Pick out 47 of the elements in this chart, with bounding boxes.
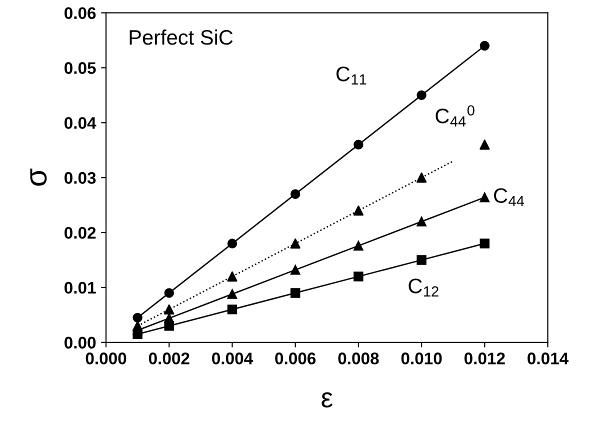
- point: [132, 312, 142, 323]
- y-tick-label: 0.00: [64, 336, 96, 349]
- y-axis-title: σ: [30, 168, 47, 186]
- y-tick-label: 0.06: [64, 7, 96, 20]
- point: [416, 216, 426, 226]
- x-tick-label: 0.014: [528, 352, 569, 364]
- point: [227, 304, 238, 314]
- point: [132, 320, 143, 332]
- point: [227, 289, 238, 299]
- point: [227, 271, 238, 282]
- point: [480, 140, 490, 150]
- series-label: C$_{12}$: [408, 278, 438, 296]
- point: [290, 265, 300, 275]
- point: [416, 255, 426, 265]
- point: [164, 288, 174, 298]
- y-tick-label: 0.02: [64, 226, 96, 239]
- point: [354, 240, 364, 251]
- y-tick-label: 0.03: [64, 172, 96, 184]
- annotation: Perfect SiC: [130, 29, 233, 45]
- x-tick-label: 0.002: [148, 352, 190, 364]
- point: [164, 321, 174, 331]
- x-tick-label: 0.012: [464, 352, 505, 364]
- point: [480, 40, 490, 51]
- point: [290, 238, 300, 249]
- point: [416, 90, 426, 100]
- x-axis-title: ε: [322, 392, 333, 408]
- point: [354, 140, 364, 150]
- x-tick-label: 0.008: [338, 352, 379, 364]
- series-label: C$_{44}$: [494, 188, 524, 206]
- x-tick-label: 0.010: [401, 352, 442, 364]
- x-tick-label: 0.000: [86, 352, 126, 364]
- series-label: C$_{44}$$^{0}$: [436, 105, 474, 126]
- x-tick-label: 0.004: [212, 352, 253, 364]
- point: [290, 189, 300, 199]
- point: [164, 304, 174, 315]
- y-tick-label: 0.04: [64, 117, 96, 129]
- y-tick-label: 0.01: [64, 282, 96, 294]
- point: [480, 192, 490, 202]
- x-tick-label: 0.006: [275, 352, 316, 364]
- point: [290, 288, 300, 298]
- point: [353, 205, 364, 216]
- text: C$_{11}$: [336, 66, 366, 84]
- point: [416, 172, 427, 183]
- point: [227, 238, 238, 248]
- point: [480, 238, 490, 248]
- y-tick-label: 0.05: [64, 62, 96, 74]
- point: [354, 272, 364, 282]
